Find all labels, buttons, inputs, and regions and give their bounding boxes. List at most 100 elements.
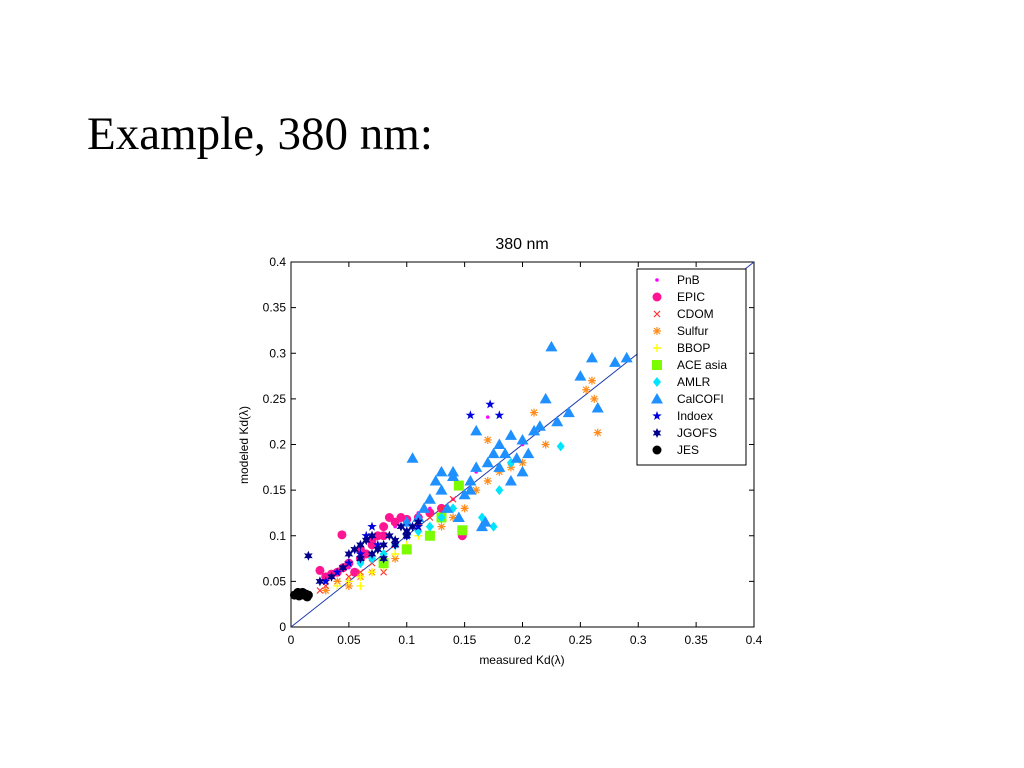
data-point bbox=[380, 568, 388, 576]
data-point bbox=[464, 484, 477, 495]
data-point bbox=[585, 351, 598, 363]
data-point bbox=[425, 521, 434, 532]
data-point bbox=[391, 554, 400, 563]
data-point bbox=[533, 420, 546, 431]
data-point bbox=[499, 447, 512, 459]
data-point bbox=[470, 461, 483, 472]
data-point bbox=[528, 424, 541, 436]
data-point bbox=[373, 544, 383, 555]
legend-marker bbox=[652, 360, 662, 370]
y-tick-label: 0.3 bbox=[269, 346, 286, 360]
data-point bbox=[316, 587, 324, 594]
y-tick-label: 0.1 bbox=[269, 529, 286, 543]
data-point bbox=[483, 435, 492, 444]
legend-label: Indoex bbox=[677, 409, 713, 423]
data-point bbox=[321, 576, 331, 586]
y-tick-label: 0 bbox=[279, 620, 286, 634]
data-point bbox=[441, 502, 454, 513]
legend-item: PnB bbox=[655, 273, 700, 287]
x-tick-label: 0.4 bbox=[746, 633, 763, 647]
data-point bbox=[470, 424, 483, 436]
legend-item: BBOP bbox=[653, 341, 710, 355]
data-point bbox=[350, 544, 359, 555]
data-point bbox=[590, 394, 599, 403]
legend-label: PnB bbox=[677, 273, 700, 287]
data-point bbox=[302, 592, 312, 602]
data-point bbox=[516, 465, 529, 477]
legend-item: Indoex bbox=[652, 409, 713, 423]
data-point bbox=[522, 447, 535, 459]
legend-label: ACE asia bbox=[677, 358, 727, 372]
data-point bbox=[327, 571, 336, 582]
data-point bbox=[304, 550, 313, 561]
legend-label: JES bbox=[677, 443, 699, 457]
data-point bbox=[487, 447, 500, 459]
data-point bbox=[333, 577, 342, 586]
data-point bbox=[593, 428, 602, 437]
data-point bbox=[367, 521, 377, 531]
legend-item: CalCOFI bbox=[651, 392, 724, 406]
data-point bbox=[418, 502, 431, 513]
data-point bbox=[379, 522, 389, 532]
legend-marker bbox=[653, 310, 661, 318]
data-point bbox=[452, 511, 465, 522]
data-point bbox=[472, 486, 481, 495]
data-point bbox=[337, 530, 347, 540]
legend-label: CDOM bbox=[677, 307, 714, 321]
data-point bbox=[379, 531, 389, 541]
chart-title: 380 nm bbox=[495, 236, 548, 253]
data-point bbox=[481, 456, 494, 468]
data-point bbox=[464, 475, 477, 486]
data-point bbox=[355, 549, 366, 558]
data-point bbox=[453, 480, 464, 491]
data-point bbox=[457, 525, 468, 536]
legend-marker bbox=[653, 344, 661, 352]
data-point bbox=[379, 553, 388, 564]
data-point bbox=[493, 461, 506, 472]
data-point bbox=[516, 433, 529, 445]
legend-item: JGOFS bbox=[652, 426, 717, 440]
legend-item: ACE asia bbox=[652, 358, 727, 372]
data-point bbox=[518, 458, 527, 467]
x-tick-label: 0.2 bbox=[514, 633, 531, 647]
legend-marker bbox=[651, 393, 663, 404]
data-point bbox=[356, 553, 365, 564]
y-tick-label: 0.35 bbox=[263, 301, 287, 315]
data-point bbox=[545, 340, 558, 352]
data-point bbox=[574, 370, 587, 381]
data-point bbox=[391, 550, 400, 558]
data-point bbox=[356, 539, 365, 550]
data-point bbox=[321, 586, 330, 595]
data-point bbox=[495, 467, 504, 476]
x-tick-label: 0.1 bbox=[398, 633, 415, 647]
data-point bbox=[424, 530, 435, 541]
y-axis-label: modeled Kd(λ) bbox=[237, 406, 251, 484]
data-point bbox=[385, 530, 394, 541]
data-point bbox=[458, 488, 471, 500]
series-jgofs bbox=[304, 517, 423, 587]
legend-marker bbox=[652, 428, 662, 438]
x-tick-label: 0.15 bbox=[453, 633, 477, 647]
data-point bbox=[582, 385, 591, 394]
data-point bbox=[620, 351, 633, 363]
data-point bbox=[315, 565, 325, 575]
legend-marker bbox=[653, 327, 661, 335]
data-point bbox=[406, 452, 419, 463]
data-point bbox=[485, 415, 490, 419]
legend-label: BBOP bbox=[677, 341, 710, 355]
data-point bbox=[344, 558, 354, 568]
data-point bbox=[332, 567, 343, 577]
data-point bbox=[504, 475, 517, 486]
legend: PnB EPIC CDOM Sulfur BBOP ACE asia AMLR CalCOFI… bbox=[636, 268, 747, 466]
data-point bbox=[551, 415, 564, 427]
data-point bbox=[426, 514, 434, 521]
legend-item: Sulfur bbox=[653, 324, 708, 338]
data-point bbox=[504, 429, 517, 440]
legend-label: AMLR bbox=[677, 375, 711, 389]
y-tick-label: 0.05 bbox=[263, 574, 287, 588]
data-point bbox=[373, 539, 383, 549]
data-point bbox=[437, 522, 446, 531]
data-point bbox=[541, 440, 550, 449]
legend-label: CalCOFI bbox=[677, 392, 724, 406]
